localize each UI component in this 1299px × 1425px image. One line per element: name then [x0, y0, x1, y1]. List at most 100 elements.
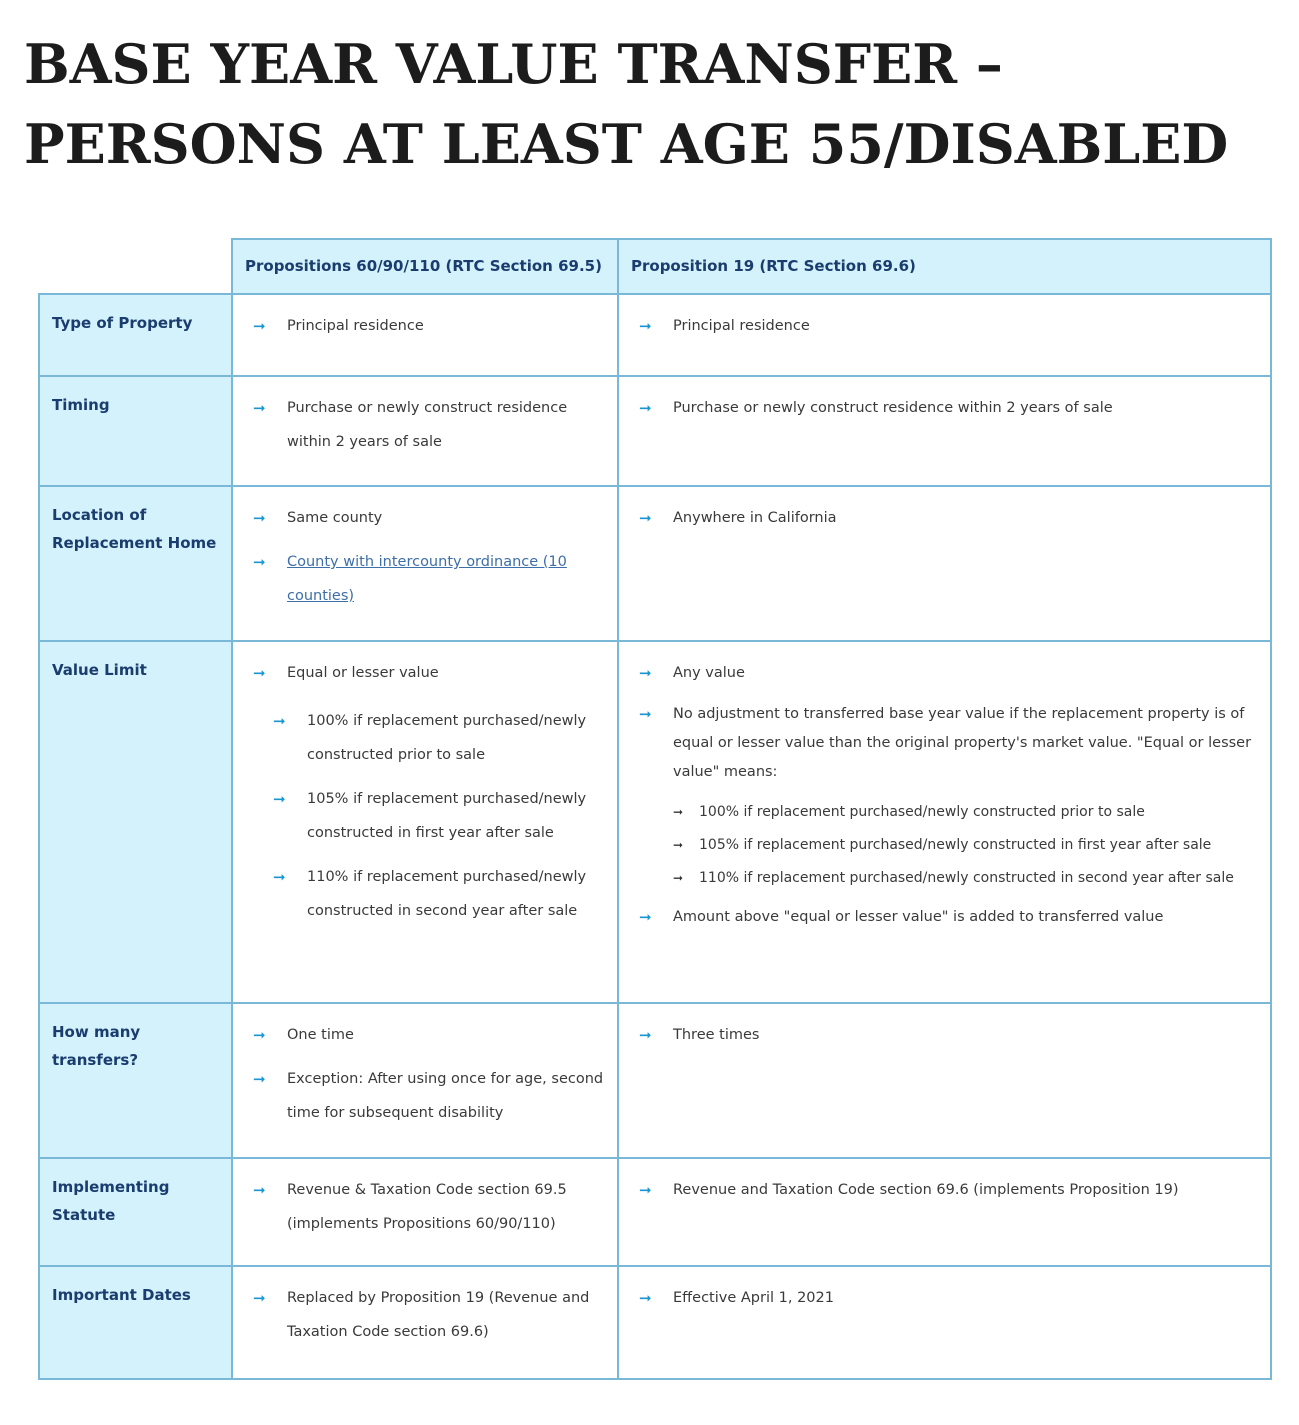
intercounty-ordinance-link[interactable]: County with intercounty ordinance (10 co…	[287, 554, 567, 604]
cell-prop-19: ➞ Purchase or newly construct residence w…	[617, 375, 1272, 487]
arrow-right-icon: ➞	[639, 705, 652, 723]
cell-prop-19: ➞ Principal residence	[617, 293, 1272, 377]
table-row: Type of Property ➞ Principal residence ➞ P…	[38, 293, 1272, 377]
item-text: Replaced by Proposition 19 (Revenue and …	[287, 1290, 590, 1340]
arrow-right-icon: ➞	[639, 1181, 652, 1199]
list-item: ➞ Three times	[639, 1018, 1258, 1052]
arrow-right-icon: ➞	[273, 868, 286, 886]
item-text: Same county	[287, 510, 383, 526]
arrow-right-icon: ➞	[639, 908, 652, 926]
item-text: Three times	[673, 1027, 760, 1043]
arrow-right-icon: ➞	[253, 553, 266, 571]
row-label-timing: Timing	[38, 375, 233, 487]
column-header-props-60-90-110: Propositions 60/90/110 (RTC Section 69.5…	[231, 238, 619, 295]
cell-prop-19: ➞ Three times	[617, 1002, 1272, 1159]
cell-props-60-90-110: ➞ Purchase or newly construct residence w…	[231, 375, 619, 487]
item-text: Equal or lesser value	[287, 665, 439, 681]
comparison-table: Propositions 60/90/110 (RTC Section 69.5…	[38, 238, 1272, 1380]
arrow-right-icon: ➞	[673, 838, 684, 852]
arrow-right-icon: ➞	[273, 790, 286, 808]
item-text: 100% if replacement purchased/newly cons…	[307, 713, 587, 763]
list-item: ➞ Amount above "equal or lesser value" is…	[639, 900, 1258, 934]
list-item: ➞ Revenue & Taxation Code section 69.5 (i…	[253, 1173, 605, 1241]
list-item: ➞ Principal residence	[639, 309, 1258, 343]
row-label-implementing-statute: Implementing Statute	[38, 1157, 233, 1267]
list-item: ➞ Same county	[253, 501, 605, 535]
cell-prop-19: ➞ Anywhere in California	[617, 485, 1272, 642]
row-label-type-of-property: Type of Property	[38, 293, 233, 377]
table-row: Value Limit ➞ Equal or lesser value ➞ 100%…	[38, 640, 1272, 1004]
arrow-right-icon: ➞	[253, 1181, 266, 1199]
arrow-right-icon: ➞	[253, 1070, 266, 1088]
cell-prop-19: ➞ Effective April 1, 2021	[617, 1265, 1272, 1380]
list-item: ➞ 110% if replacement purchased/newly con…	[273, 860, 605, 928]
cell-props-60-90-110: ➞ One time ➞ Exception: After using once f…	[231, 1002, 619, 1159]
item-text: Any value	[673, 665, 745, 681]
arrow-right-icon: ➞	[639, 399, 652, 417]
cell-props-60-90-110: ➞ Principal residence	[231, 293, 619, 377]
item-text: Purchase or newly construct residence wi…	[287, 400, 568, 450]
list-item: ➞ No adjustment to transferred base year …	[639, 700, 1258, 787]
list-item: ➞ Purchase or newly construct residence w…	[639, 391, 1258, 425]
arrow-right-icon: ➞	[253, 317, 266, 335]
list-item: ➞ Equal or lesser value	[253, 656, 605, 690]
header-corner-empty	[39, 239, 232, 294]
arrow-right-icon: ➞	[253, 1289, 266, 1307]
list-item: ➞ Exception: After using once for age, se…	[253, 1062, 605, 1130]
list-item: ➞ Effective April 1, 2021	[639, 1281, 1258, 1315]
arrow-right-icon: ➞	[639, 664, 652, 682]
table-row: Timing ➞ Purchase or newly construct resi…	[38, 375, 1272, 487]
arrow-right-icon: ➞	[673, 805, 684, 819]
row-label-location: Location of Replacement Home	[38, 485, 233, 642]
arrow-right-icon: ➞	[273, 712, 286, 730]
list-item: ➞ Purchase or newly construct residence w…	[253, 391, 605, 459]
item-text: One time	[287, 1027, 354, 1043]
cell-props-60-90-110: ➞ Replaced by Proposition 19 (Revenue and…	[231, 1265, 619, 1380]
list-item: ➞ County with intercounty ordinance (10 c…	[253, 545, 605, 613]
item-text: Revenue and Taxation Code section 69.6 (…	[673, 1182, 1179, 1198]
arrow-right-icon: ➞	[639, 1026, 652, 1044]
item-text: Effective April 1, 2021	[673, 1290, 834, 1306]
list-item: ➞ Replaced by Proposition 19 (Revenue and…	[253, 1281, 605, 1349]
list-item: ➞ Revenue and Taxation Code section 69.6 …	[639, 1173, 1258, 1207]
arrow-right-icon: ➞	[639, 317, 652, 335]
cell-props-60-90-110: ➞ Same county ➞ County with intercounty or…	[231, 485, 619, 642]
item-text: Principal residence	[673, 318, 810, 334]
cell-props-60-90-110: ➞ Revenue & Taxation Code section 69.5 (i…	[231, 1157, 619, 1267]
item-text: Purchase or newly construct residence wi…	[673, 400, 1113, 416]
arrow-right-icon: ➞	[639, 1289, 652, 1307]
arrow-right-icon: ➞	[253, 1026, 266, 1044]
list-item: ➞ 105% if replacement purchased/newly con…	[273, 782, 605, 850]
item-text: 110% if replacement purchased/newly cons…	[307, 869, 587, 919]
table-row: Implementing Statute ➞ Revenue & Taxation…	[38, 1157, 1272, 1267]
item-text: 105% if replacement purchased/newly cons…	[699, 837, 1212, 853]
page-title: BASE YEAR VALUE TRANSFER – PERSONS AT LE…	[24, 32, 1229, 176]
list-item: ➞ One time	[253, 1018, 605, 1052]
list-item: ➞ 105% if replacement purchased/newly con…	[673, 830, 1258, 861]
list-item: ➞ Principal residence	[253, 309, 605, 343]
list-item: ➞ 100% if replacement purchased/newly con…	[273, 704, 605, 772]
row-label-value-limit: Value Limit	[38, 640, 233, 1004]
item-text: No adjustment to transferred base year v…	[673, 706, 1252, 780]
arrow-right-icon: ➞	[253, 509, 266, 527]
arrow-right-icon: ➞	[673, 871, 684, 885]
table-row: How many transfers? ➞ One time ➞ Exception…	[38, 1002, 1272, 1159]
item-text: 105% if replacement purchased/newly cons…	[307, 791, 587, 841]
table-row: Important Dates ➞ Replaced by Proposition…	[38, 1265, 1272, 1380]
arrow-right-icon: ➞	[639, 509, 652, 527]
list-item: ➞ 110% if replacement purchased/newly con…	[673, 863, 1258, 894]
item-text: Principal residence	[287, 318, 424, 334]
arrow-right-icon: ➞	[253, 664, 266, 682]
item-text: Amount above "equal or lesser value" is …	[673, 909, 1164, 925]
cell-props-60-90-110: ➞ Equal or lesser value ➞ 100% if replacem…	[231, 640, 619, 1004]
list-item: ➞ Anywhere in California	[639, 501, 1258, 535]
row-label-important-dates: Important Dates	[38, 1265, 233, 1380]
list-item: ➞ Any value	[639, 656, 1258, 690]
item-text: Anywhere in California	[673, 510, 837, 526]
cell-prop-19: ➞ Any value ➞ No adjustment to transferred…	[617, 640, 1272, 1004]
table-header-row: Propositions 60/90/110 (RTC Section 69.5…	[39, 238, 1272, 295]
arrow-right-icon: ➞	[253, 399, 266, 417]
row-label-how-many-transfers: How many transfers?	[38, 1002, 233, 1159]
table-row: Location of Replacement Home ➞ Same count…	[38, 485, 1272, 642]
item-text: Exception: After using once for age, sec…	[287, 1071, 604, 1121]
